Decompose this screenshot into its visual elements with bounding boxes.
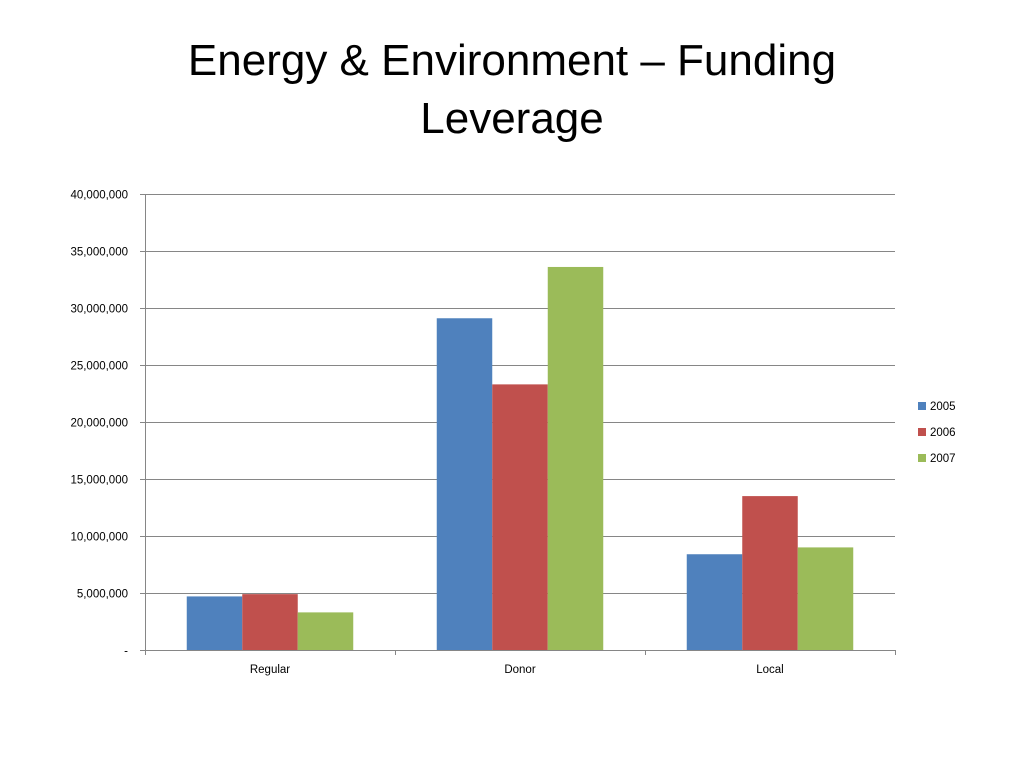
- y-tick-label: 20,000,000: [70, 418, 128, 430]
- y-tick-label: 15,000,000: [70, 475, 128, 487]
- legend-swatch-2005: [918, 402, 926, 410]
- legend: 2005 2006 2007: [918, 401, 956, 465]
- x-category-label: Donor: [504, 664, 535, 676]
- y-tick-label: 10,000,000: [70, 532, 128, 544]
- legend-swatch-2007: [918, 454, 926, 462]
- bar-regular-2005: [186, 596, 243, 650]
- legend-label: 2005: [930, 401, 956, 413]
- y-tick-label: 35,000,000: [70, 247, 128, 259]
- slide-title-line-1: Energy & Environment – Funding: [187, 36, 837, 85]
- bar-donor-2006: [492, 384, 548, 650]
- bar-regular-2007: [297, 612, 354, 650]
- y-tick-label: 40,000,000: [70, 190, 128, 202]
- bar-donor-2007: [547, 266, 604, 650]
- bar-local-2006: [742, 496, 798, 650]
- bars: [186, 266, 854, 650]
- y-tick-label: 25,000,000: [70, 361, 128, 373]
- bar-local-2005: [686, 554, 743, 650]
- slide-title-line-2: Leverage: [420, 94, 604, 143]
- y-tick-label: 5,000,000: [77, 589, 128, 601]
- slide-title: Energy & Environment – Funding Leverage: [0, 32, 1024, 148]
- y-tick-label: -: [124, 646, 128, 658]
- axis-labels: - 5,000,000 10,000,000 15,000,000 20,000,000…: [70, 190, 783, 677]
- x-category-label: Regular: [250, 664, 290, 676]
- y-tick-label: 30,000,000: [70, 304, 128, 316]
- bar-regular-2006: [242, 594, 298, 650]
- legend-label: 2007: [930, 453, 956, 465]
- axes: [140, 194, 896, 655]
- legend-label: 2006: [930, 427, 956, 439]
- x-category-label: Local: [756, 664, 784, 676]
- bar-local-2007: [797, 547, 854, 650]
- bar-donor-2005: [436, 318, 493, 650]
- legend-swatch-2006: [918, 428, 926, 436]
